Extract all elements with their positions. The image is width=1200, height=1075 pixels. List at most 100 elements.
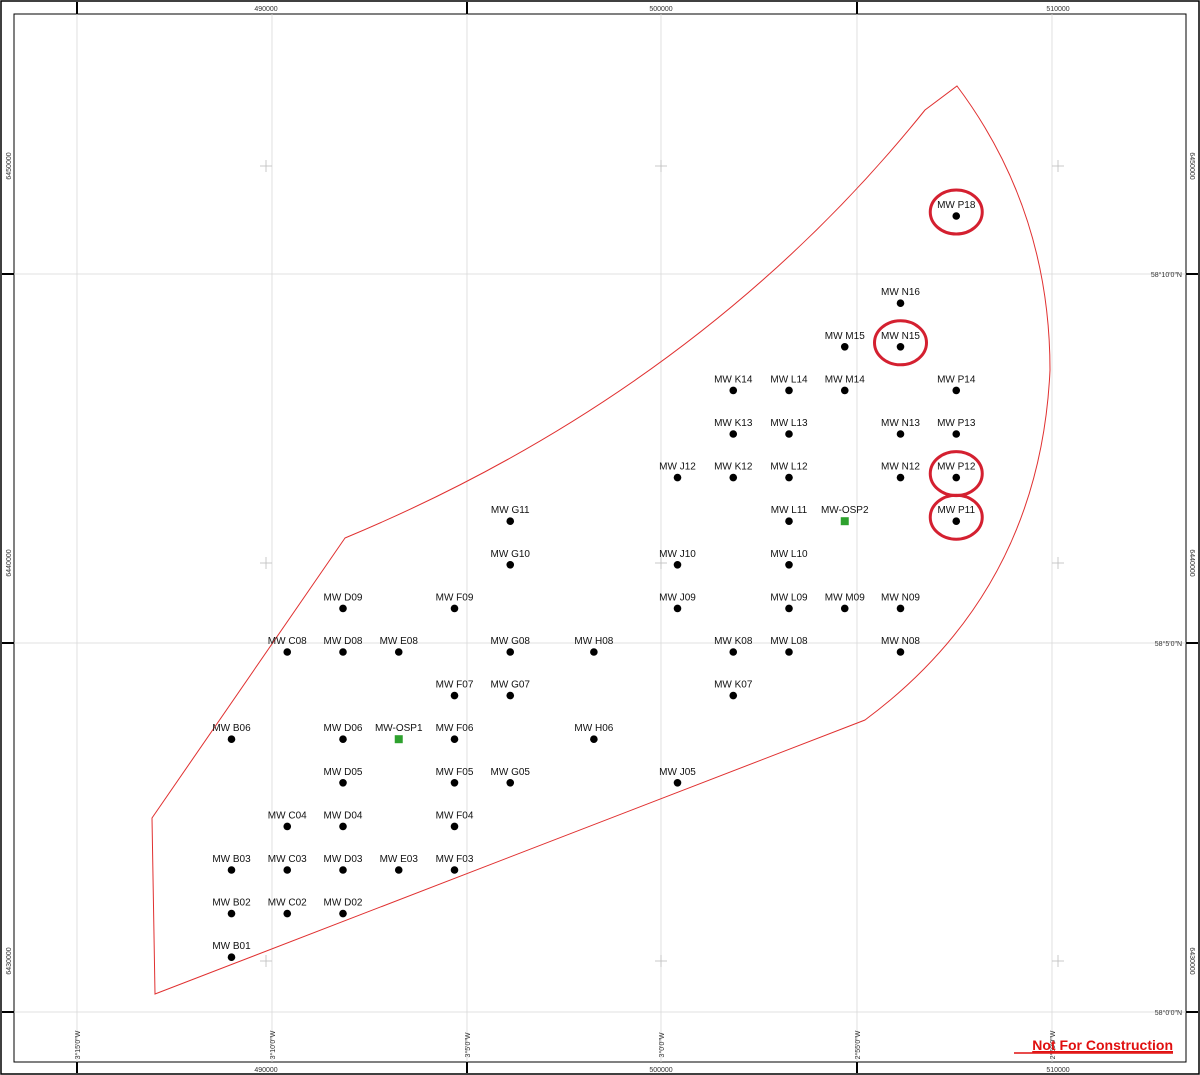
turbine-label: MW J12 xyxy=(659,462,696,473)
turbine-marker: MW L08 xyxy=(770,636,808,656)
turbine-marker: MW M09 xyxy=(825,592,865,613)
substation-square xyxy=(840,517,849,526)
left-northing-label: 6430000 xyxy=(6,947,13,974)
turbine-label: MW P14 xyxy=(937,374,976,385)
turbine-dot xyxy=(952,386,961,395)
bottom-longitude-labels: 3°15'0"W 3°10'0"W 3°5'0"W 3°0'0"W 2°55'0… xyxy=(74,1030,1057,1059)
highlight-circle xyxy=(928,188,984,236)
turbine-marker: MW C03 xyxy=(268,854,307,874)
turbine-dot xyxy=(450,604,459,613)
turbine-label: MW H06 xyxy=(574,723,613,734)
projected-grid-crosses xyxy=(260,160,1064,967)
turbine-dot xyxy=(283,822,292,831)
turbine-label: MW B03 xyxy=(212,854,251,865)
turbine-dot xyxy=(283,866,292,874)
turbine-label: MW F09 xyxy=(436,592,474,603)
turbine-label: MW D02 xyxy=(324,898,363,909)
highlight-circle xyxy=(928,493,984,541)
map-inner-frame xyxy=(13,13,1187,1063)
turbine-label: MW F05 xyxy=(436,767,474,778)
turbine-dot xyxy=(896,473,905,482)
right-northing-labels: 6450000 6440000 6430000 xyxy=(1188,152,1195,974)
turbine-label: MW L14 xyxy=(770,374,808,385)
turbine-label: MW D08 xyxy=(324,636,363,647)
turbine-dot xyxy=(394,648,403,656)
turbine-dot xyxy=(785,517,793,525)
turbine-marker: MW L12 xyxy=(770,462,808,482)
turbine-marker: MW B02 xyxy=(212,898,251,918)
turbine-label: MW M09 xyxy=(825,592,865,603)
turbine-label: MW G08 xyxy=(491,636,531,647)
turbine-dot xyxy=(673,779,682,787)
turbine-marker: MW D06 xyxy=(324,723,363,743)
longitude-label: 3°0'0"W xyxy=(658,1032,666,1057)
turbine-dot xyxy=(896,604,905,613)
turbine-marker: MW J10 xyxy=(659,549,696,569)
turbine-marker: MW D04 xyxy=(324,810,363,831)
turbine-label: MW P13 xyxy=(937,418,976,429)
turbine-label: MW D05 xyxy=(324,767,363,778)
turbine-label: MW G11 xyxy=(491,505,530,516)
turbine-marker: MW L11 xyxy=(771,505,808,525)
turbine-marker: MW B06 xyxy=(212,723,251,743)
turbine-marker: MW P12 xyxy=(937,462,976,482)
turbine-dot xyxy=(785,648,793,656)
turbine-dot xyxy=(729,691,738,700)
turbine-dot xyxy=(896,299,905,308)
turbine-label: MW N12 xyxy=(881,462,920,473)
turbine-label: MW E03 xyxy=(380,854,419,865)
bottom-easting-label: 510000 xyxy=(1046,1067,1069,1074)
turbine-dot xyxy=(896,648,905,656)
turbine-label: MW M14 xyxy=(825,374,865,385)
turbine-label: MW F06 xyxy=(436,723,474,734)
turbine-dot xyxy=(339,779,347,787)
turbine-marker: MW N13 xyxy=(881,418,920,438)
turbine-dot xyxy=(785,386,793,395)
highlight-circle xyxy=(873,319,928,367)
turbine-marker: MW H06 xyxy=(574,723,614,743)
turbine-label: MW L12 xyxy=(770,462,808,473)
turbine-label: MW-OSP2 xyxy=(821,505,869,516)
turbine-dot xyxy=(227,909,236,918)
turbine-dot xyxy=(450,866,459,874)
turbine-marker: MW M14 xyxy=(825,374,865,395)
turbine-marker: MW B01 xyxy=(212,941,251,961)
turbine-label: MW B02 xyxy=(212,898,251,909)
turbine-dot xyxy=(785,561,793,569)
turbine-label: MW B06 xyxy=(212,723,251,734)
turbine-dot xyxy=(339,866,347,874)
turbine-label: MW L08 xyxy=(770,636,808,647)
turbine-marker: MW P11 xyxy=(937,505,975,525)
longitude-label: 3°15'0"W xyxy=(74,1030,82,1059)
substation-marker: MW-OSP2 xyxy=(821,505,869,526)
turbine-marker: MW F05 xyxy=(436,767,474,787)
turbine-marker: MW F09 xyxy=(436,592,474,613)
turbine-label: MW K12 xyxy=(714,462,753,473)
turbine-label: MW N09 xyxy=(881,592,920,603)
right-northing-label: 6430000 xyxy=(1188,947,1195,974)
turbine-dot xyxy=(339,648,347,656)
turbine-marker: MW L10 xyxy=(770,549,808,569)
turbine-dot xyxy=(394,866,403,874)
turbine-dot xyxy=(952,473,961,482)
turbine-dot xyxy=(450,691,459,700)
turbine-dot xyxy=(785,473,793,482)
turbine-dot xyxy=(506,779,515,787)
left-northing-label: 6440000 xyxy=(6,549,13,576)
right-latitude-labels: 58°10'0"N 58°5'0"N 58°0'0"N xyxy=(1151,271,1182,1017)
turbine-dot xyxy=(673,561,682,569)
turbine-dot xyxy=(840,386,849,395)
bottom-easting-labels: 490000 500000 510000 xyxy=(254,1067,1069,1074)
turbine-marker: MW N12 xyxy=(881,462,920,482)
top-easting-label: 490000 xyxy=(254,6,277,13)
turbine-dot xyxy=(673,604,682,613)
turbine-label: MW D06 xyxy=(324,723,363,734)
turbine-marker: MW K08 xyxy=(714,636,753,656)
substation-marker: MW-OSP1 xyxy=(375,723,423,744)
turbine-dot xyxy=(673,473,682,482)
longitude-label: 3°5'0"W xyxy=(464,1032,472,1057)
graticule-grid xyxy=(14,14,1186,1062)
turbine-marker: MW D09 xyxy=(324,592,363,613)
